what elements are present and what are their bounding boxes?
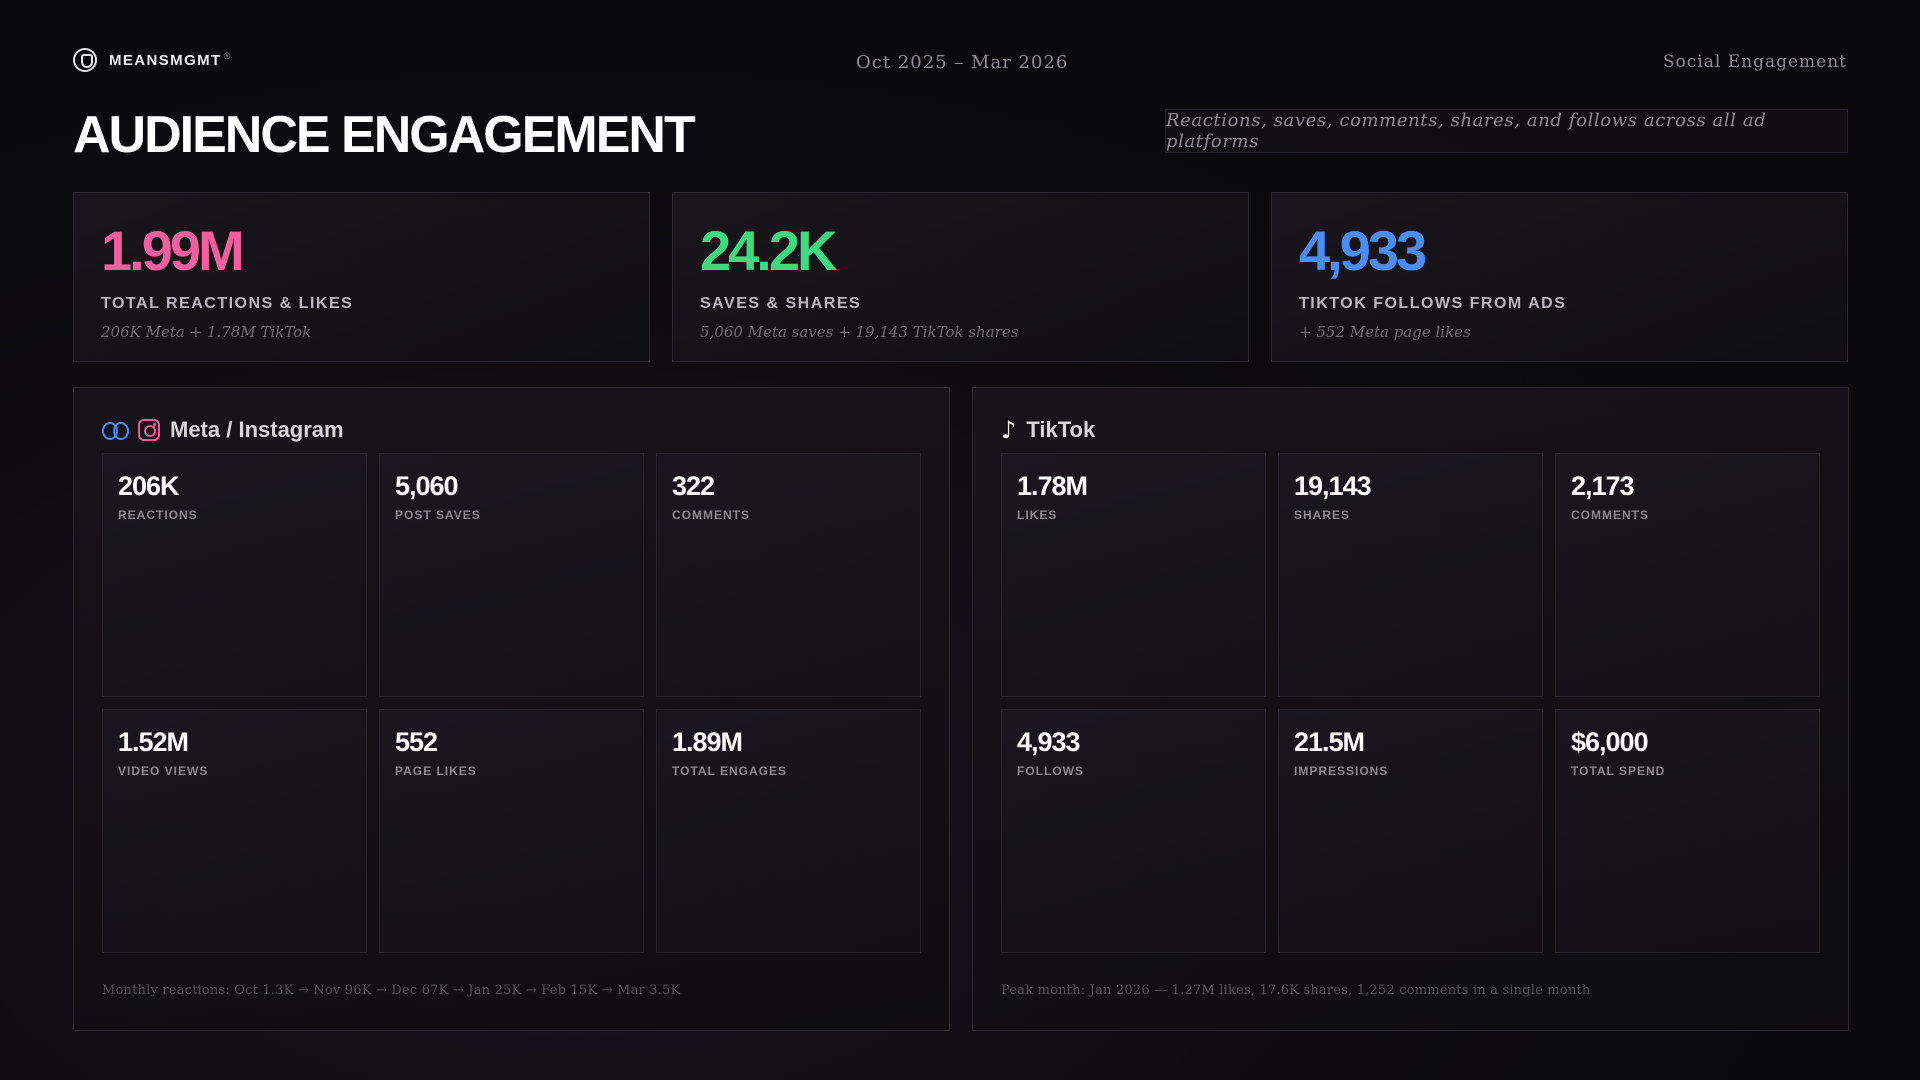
page-title: AUDIENCE ENGAGEMENT: [73, 106, 696, 164]
metric-grid: 206K REACTIONS 5,060 POST SAVES 322 COMMENT…: [102, 453, 921, 953]
metric-tile-impressions: 21.5M IMPRESSIONS: [1278, 709, 1543, 953]
tile-label: IMPRESSIONS: [1294, 763, 1389, 778]
tile-value: $6,000: [1571, 727, 1649, 757]
metric-tile-total-spend: $6,000 TOTAL SPEND: [1555, 709, 1820, 953]
tile-label: COMMENTS: [1571, 507, 1649, 522]
kpi-sub: 5,060 Meta saves + 19,143 TikTok shares: [700, 323, 1019, 341]
meta-icon: [102, 422, 129, 440]
kpi-sub: 206K Meta + 1.78M TikTok: [101, 323, 312, 341]
kpi-label: SAVES & SHARES: [700, 295, 862, 312]
top-bar: MEANSMGMT ® Oct 2025 – Mar 2026 Social En…: [73, 48, 1847, 78]
tile-value: 322: [672, 471, 715, 501]
kpi-value: 24.2K: [700, 219, 837, 282]
metric-tile-video-views: 1.52M VIDEO VIEWS: [102, 709, 367, 953]
metric-tile-page-likes: 552 PAGE LIKES: [379, 709, 644, 953]
metric-tile-comments: 2,173 COMMENTS: [1555, 453, 1820, 697]
panel-header: Meta / Instagram: [102, 409, 921, 451]
kpi-sub: + 552 Meta page likes: [1299, 323, 1471, 341]
panel-footer-note: Monthly reactions: Oct 1.3K → Nov 96K → …: [102, 983, 681, 998]
panel-footer-note: Peak month: Jan 2026 — 1.27M likes, 17.6…: [1001, 983, 1591, 998]
tile-label: FOLLOWS: [1017, 763, 1084, 778]
tile-value: 5,060: [395, 471, 459, 501]
brand-name: MEANSMGMT ®: [109, 51, 232, 69]
metric-grid: 1.78M LIKES 19,143 SHARES 2,173 COMMENTS 4,…: [1001, 453, 1820, 953]
registered-mark: ®: [223, 51, 232, 61]
tiktok-panel: ♪ TikTok 1.78M LIKES 19,143 SHARES 2,173 CO…: [972, 387, 1849, 1031]
tile-label: PAGE LIKES: [395, 763, 477, 778]
metric-tile-comments: 322 COMMENTS: [656, 453, 921, 697]
tile-label: SHARES: [1294, 507, 1351, 522]
tile-label: REACTIONS: [118, 507, 198, 522]
kpi-value: 1.99M: [101, 219, 245, 282]
subtitle-box: Reactions, saves, comments, shares, and …: [1165, 109, 1848, 153]
metric-tile-reactions: 206K REACTIONS: [102, 453, 367, 697]
tile-value: 1.52M: [118, 727, 189, 757]
metric-tile-post-saves: 5,060 POST SAVES: [379, 453, 644, 697]
kpi-card-follows: 4,933 TIKTOK FOLLOWS FROM ADS + 552 Meta…: [1271, 192, 1848, 362]
page-subtitle: Reactions, saves, comments, shares, and …: [1166, 110, 1767, 152]
tile-label: POST SAVES: [395, 507, 481, 522]
brand: MEANSMGMT ®: [73, 48, 232, 72]
metric-tile-likes: 1.78M LIKES: [1001, 453, 1266, 697]
kpi-card-saves-shares: 24.2K SAVES & SHARES 5,060 Meta saves + …: [672, 192, 1249, 362]
panel-header: ♪ TikTok: [1001, 409, 1820, 451]
instagram-icon: [138, 419, 160, 441]
tile-value: 4,933: [1017, 727, 1081, 757]
kpi-label: TOTAL REACTIONS & LIKES: [101, 295, 354, 312]
tile-value: 1.78M: [1017, 471, 1088, 501]
date-range: Oct 2025 – Mar 2026: [856, 52, 1069, 73]
tile-label: TOTAL ENGAGES: [672, 763, 788, 778]
kpi-value: 4,933: [1299, 219, 1427, 282]
tile-value: 1.89M: [672, 727, 743, 757]
tile-value: 21.5M: [1294, 727, 1365, 757]
tile-label: LIKES: [1017, 507, 1058, 522]
metric-tile-total-engages: 1.89M TOTAL ENGAGES: [656, 709, 921, 953]
brand-logo-icon: [73, 48, 97, 72]
metric-tile-shares: 19,143 SHARES: [1278, 453, 1543, 697]
tile-label: COMMENTS: [672, 507, 750, 522]
tile-value: 2,173: [1571, 471, 1635, 501]
section-label: Social Engagement: [1662, 52, 1847, 72]
tiktok-icon: ♪: [1001, 416, 1017, 444]
panel-title: Meta / Instagram: [170, 417, 344, 442]
kpi-card-reactions: 1.99M TOTAL REACTIONS & LIKES 206K Meta …: [73, 192, 650, 362]
panel-title: TikTok: [1026, 417, 1096, 442]
meta-panel: Meta / Instagram 206K REACTIONS 5,060 POST…: [73, 387, 950, 1031]
tile-label: TOTAL SPEND: [1571, 763, 1666, 778]
platform-panels: Meta / Instagram 206K REACTIONS 5,060 POST…: [73, 387, 1849, 1031]
tile-value: 552: [395, 727, 438, 757]
kpi-row: 1.99M TOTAL REACTIONS & LIKES 206K Meta …: [73, 192, 1848, 362]
tile-label: VIDEO VIEWS: [118, 763, 209, 778]
tile-value: 19,143: [1294, 471, 1372, 501]
tile-value: 206K: [118, 471, 180, 501]
metric-tile-follows: 4,933 FOLLOWS: [1001, 709, 1266, 953]
kpi-label: TIKTOK FOLLOWS FROM ADS: [1299, 295, 1567, 312]
